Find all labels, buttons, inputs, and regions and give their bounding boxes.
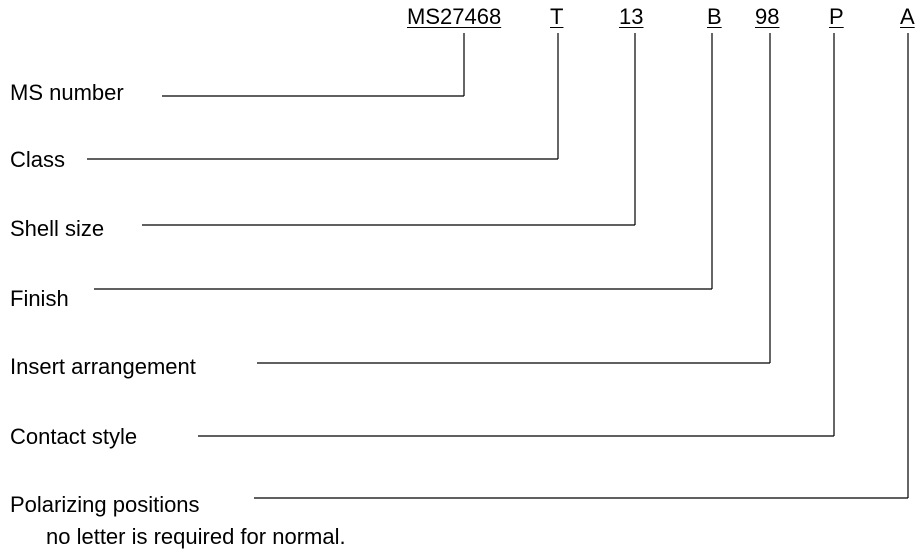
- label-ms-number: MS number: [10, 80, 124, 105]
- label-contact-style: Contact style: [10, 424, 138, 449]
- code-contact-style: P: [829, 4, 844, 29]
- polarizing-note: no letter is required for normal.: [46, 524, 346, 549]
- label-shell-size: Shell size: [10, 216, 105, 241]
- code-shell-size: 13: [619, 4, 644, 29]
- code-ms-number: MS27468: [407, 4, 502, 29]
- label-finish: Finish: [10, 286, 69, 311]
- label-class: Class: [10, 147, 66, 172]
- code-insert-arrangement: 98: [755, 4, 780, 29]
- code-finish: B: [707, 4, 722, 29]
- code-polarizing-positions: A: [900, 4, 915, 29]
- code-class: T: [550, 4, 564, 29]
- label-insert-arrangement: Insert arrangement: [10, 354, 196, 379]
- label-polarizing-positions: Polarizing positions: [10, 492, 200, 517]
